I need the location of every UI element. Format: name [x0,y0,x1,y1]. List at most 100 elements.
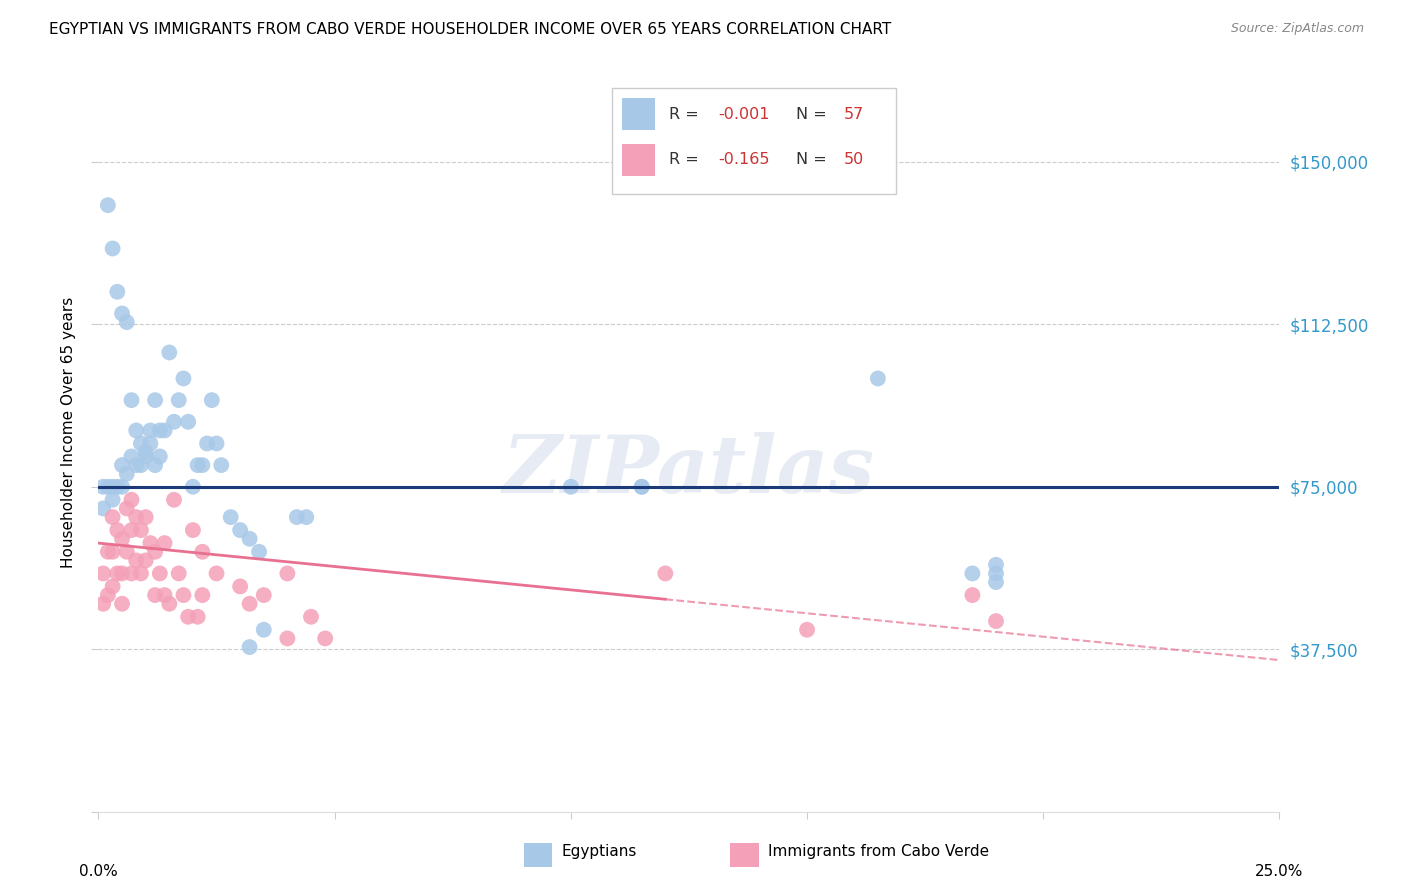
Point [115,315,138,329]
Y-axis label: Householder Income Over 65 years: Householder Income Over 65 years [60,297,76,568]
Point [139,424,162,438]
Point [276,632,298,646]
Point [205,566,228,581]
Point [253,588,276,602]
Text: R =: R = [669,153,704,167]
Point [129,523,152,537]
Text: R =: R = [669,107,704,121]
Point [143,393,166,408]
Point [299,609,322,624]
Point [239,532,262,546]
Point [143,588,166,602]
Text: -0.165: -0.165 [718,153,770,167]
Point [962,588,984,602]
Point [314,632,336,646]
Point [163,492,186,507]
Point [187,609,209,624]
Point [195,436,218,450]
Point [121,566,143,581]
Text: 0.0%: 0.0% [79,863,118,879]
Point [205,436,228,450]
Point [167,566,190,581]
Point [796,623,818,637]
Bar [523,843,553,867]
Point [167,393,190,408]
Text: Egyptians: Egyptians [561,845,637,859]
Point [153,588,176,602]
Point [111,480,134,494]
Point [984,558,1007,572]
Point [139,436,162,450]
Text: ZIPatlas: ZIPatlas [503,432,875,509]
Point [630,480,652,494]
Point [135,553,157,567]
Point [129,566,152,581]
Point [97,588,120,602]
Point [125,510,148,524]
Point [229,523,252,537]
Text: Immigrants from Cabo Verde: Immigrants from Cabo Verde [768,845,990,859]
Point [153,536,176,550]
Point [153,424,176,438]
Point [111,306,134,320]
Point [253,623,276,637]
Point [229,579,252,593]
Point [219,510,242,524]
Point [276,566,298,581]
Point [984,614,1007,628]
Point [101,480,124,494]
Point [121,492,143,507]
Bar [621,98,655,130]
Text: 25.0%: 25.0% [1256,863,1303,879]
Point [121,523,143,537]
Point [115,501,138,516]
Point [121,393,143,408]
Point [135,510,157,524]
Point [111,532,134,546]
Point [97,480,120,494]
Point [172,588,194,602]
Text: 50: 50 [844,153,863,167]
Point [654,566,676,581]
Point [239,597,262,611]
Point [101,510,124,524]
Point [247,545,270,559]
Point [866,371,889,385]
Point [129,436,152,450]
Point [125,458,148,472]
Point [101,579,124,593]
Point [984,575,1007,590]
Point [157,597,180,611]
Point [163,415,186,429]
Point [201,393,224,408]
Point [962,566,984,581]
Point [115,545,138,559]
Point [105,480,128,494]
Point [149,450,172,464]
Point [125,553,148,567]
Point [181,480,204,494]
Point [172,371,194,385]
Text: 57: 57 [844,107,863,121]
Point [129,458,152,472]
Point [560,480,582,494]
Text: Source: ZipAtlas.com: Source: ZipAtlas.com [1230,22,1364,36]
Point [135,450,157,464]
Point [121,450,143,464]
Point [101,545,124,559]
Point [177,415,200,429]
Point [181,523,204,537]
Text: -0.001: -0.001 [718,107,770,121]
Point [111,566,134,581]
Point [285,510,308,524]
Point [111,458,134,472]
Point [111,597,134,611]
Bar [621,144,655,176]
Point [191,545,214,559]
Text: N =: N = [796,153,832,167]
Point [177,609,200,624]
Point [187,458,209,472]
Point [239,640,262,654]
Point [91,597,114,611]
FancyBboxPatch shape [612,87,896,194]
